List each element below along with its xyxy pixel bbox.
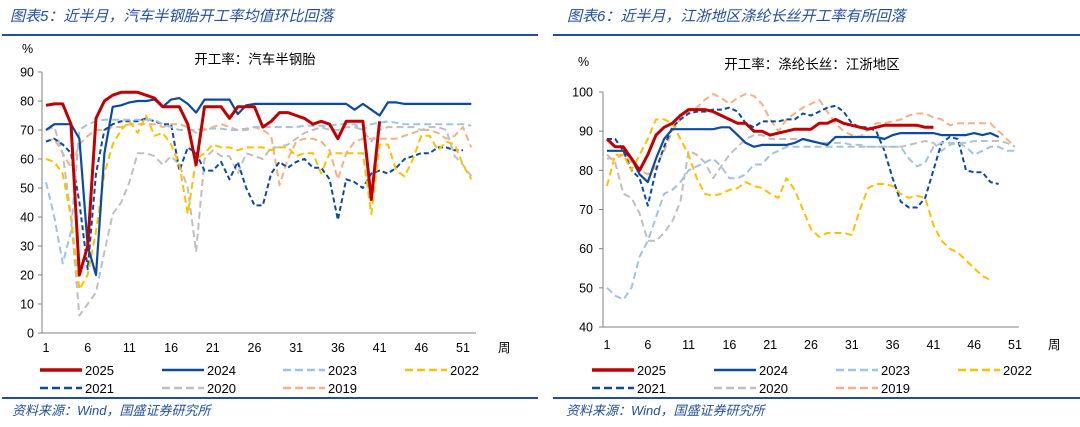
- series-2022: [45, 114, 473, 291]
- legend-label-2024: 2024: [207, 363, 236, 378]
- x-tick-label: 1: [43, 341, 50, 355]
- series-2020: [606, 134, 1016, 242]
- legend-label-2020: 2020: [207, 381, 236, 396]
- x-tick-label: 21: [206, 341, 220, 355]
- y-tick-label: 0: [27, 327, 34, 341]
- series-line-2021: [607, 104, 999, 209]
- legend-label-2021: 2021: [637, 381, 666, 396]
- series-2020: [45, 126, 473, 317]
- y-tick-label: 50: [20, 182, 34, 196]
- figure-title: 图表5：近半月，汽车半钢胎开工率均值环比回落: [10, 8, 335, 25]
- series-line-2022: [45, 114, 473, 291]
- series-2021: [45, 117, 464, 271]
- series-line-2020: [45, 126, 473, 317]
- x-tick-label: 11: [682, 338, 695, 352]
- x-tick-label: 36: [331, 341, 345, 355]
- series-line-2024: [45, 96, 472, 277]
- x-axis-label: 周: [1048, 338, 1061, 352]
- y-tick-label: 90: [579, 125, 593, 139]
- series-2024: [606, 126, 1000, 184]
- y-tick-label: 80: [20, 95, 34, 109]
- legend-label-2019: 2019: [328, 381, 357, 396]
- legend-label-2021: 2021: [85, 381, 114, 396]
- x-tick-label: 46: [414, 341, 428, 355]
- x-tick-label: 21: [763, 338, 777, 352]
- series-2022: [606, 118, 991, 281]
- source-note: 资料来源：Wind，国盛证券研究所: [566, 403, 767, 418]
- y-tick-label: 60: [579, 242, 593, 256]
- x-tick-label: 11: [123, 341, 136, 355]
- x-tick-label: 26: [804, 338, 818, 352]
- x-tick-label: 46: [967, 338, 981, 352]
- y-tick-label: 10: [20, 298, 34, 312]
- x-axis-label: 周: [498, 341, 511, 355]
- series-line-2020: [606, 134, 1016, 242]
- legend-label-2025: 2025: [85, 363, 114, 378]
- legend-label-2022: 2022: [1003, 363, 1032, 378]
- y-tick-label: 40: [20, 211, 34, 225]
- x-tick-label: 6: [84, 341, 91, 355]
- x-tick-label: 31: [845, 338, 859, 352]
- y-tick-label: 80: [579, 164, 593, 178]
- x-tick-label: 16: [722, 338, 736, 352]
- x-tick-label: 26: [248, 341, 262, 355]
- series-2023: [606, 141, 1016, 301]
- x-tick-label: 31: [289, 341, 303, 355]
- figure-title: 图表6：近半月，江浙地区涤纶长丝开工率有所回落: [567, 8, 907, 25]
- series-2023: [45, 118, 472, 265]
- legend-label-2020: 2020: [759, 381, 788, 396]
- x-tick-label: 51: [1008, 338, 1022, 352]
- legend-label-2025: 2025: [637, 363, 666, 378]
- series-line-2023: [606, 141, 1015, 301]
- legend-label-2019: 2019: [881, 381, 910, 396]
- x-tick-label: 16: [164, 341, 178, 355]
- y-tick-label: 30: [20, 240, 34, 254]
- series-line-2024: [607, 126, 1000, 184]
- series-2025: [45, 90, 382, 277]
- chart-title: 开工率：汽车半钢胎: [194, 51, 316, 67]
- x-tick-label: 41: [926, 338, 940, 352]
- source-note: 资料来源：Wind，国盛证券研究所: [12, 403, 213, 418]
- y-unit-label: %: [578, 55, 589, 69]
- y-tick-label: 20: [20, 269, 34, 283]
- legend-label-2023: 2023: [881, 363, 910, 378]
- legend-label-2023: 2023: [328, 363, 357, 378]
- y-tick-label: 100: [572, 86, 593, 100]
- series-2024: [45, 96, 472, 277]
- series-line-2023: [45, 118, 472, 265]
- y-tick-label: 50: [579, 281, 593, 295]
- y-unit-label: %: [22, 42, 33, 56]
- legend: 2025 2024 2023 2022 2021 2020 2019: [592, 363, 1032, 396]
- y-tick-label: 40: [579, 321, 593, 335]
- series-line-2019: [45, 123, 473, 187]
- x-tick-label: 36: [886, 338, 900, 352]
- series-line-2025: [605, 108, 934, 172]
- x-tick-label: 51: [456, 341, 470, 355]
- x-tick-label: 41: [373, 341, 387, 355]
- series-2021: [606, 104, 999, 209]
- chart-panel-1: 图表5：近半月，汽车半钢胎开工率均值环比回落资料来源：Wind，国盛证券研究所%…: [2, 8, 538, 418]
- series-line-2021: [45, 117, 463, 271]
- x-tick-label: 1: [604, 338, 611, 352]
- series-line-2022: [606, 118, 991, 281]
- chart-title: 开工率：涤纶长丝：江浙地区: [724, 56, 900, 72]
- legend: 2025 2024 2023 2022 2021 2020 2019: [40, 363, 479, 396]
- y-tick-label: 90: [20, 66, 34, 80]
- y-tick-label: 70: [20, 124, 34, 138]
- series-2025: [605, 108, 934, 172]
- y-tick-label: 70: [579, 203, 593, 217]
- legend-label-2024: 2024: [759, 363, 788, 378]
- chart-panel-2: 图表6：近半月，江浙地区涤纶长丝开工率有所回落资料来源：Wind，国盛证券研究所…: [553, 8, 1080, 418]
- legend-label-2022: 2022: [450, 363, 479, 378]
- x-tick-label: 6: [644, 338, 651, 352]
- y-tick-label: 60: [20, 153, 34, 167]
